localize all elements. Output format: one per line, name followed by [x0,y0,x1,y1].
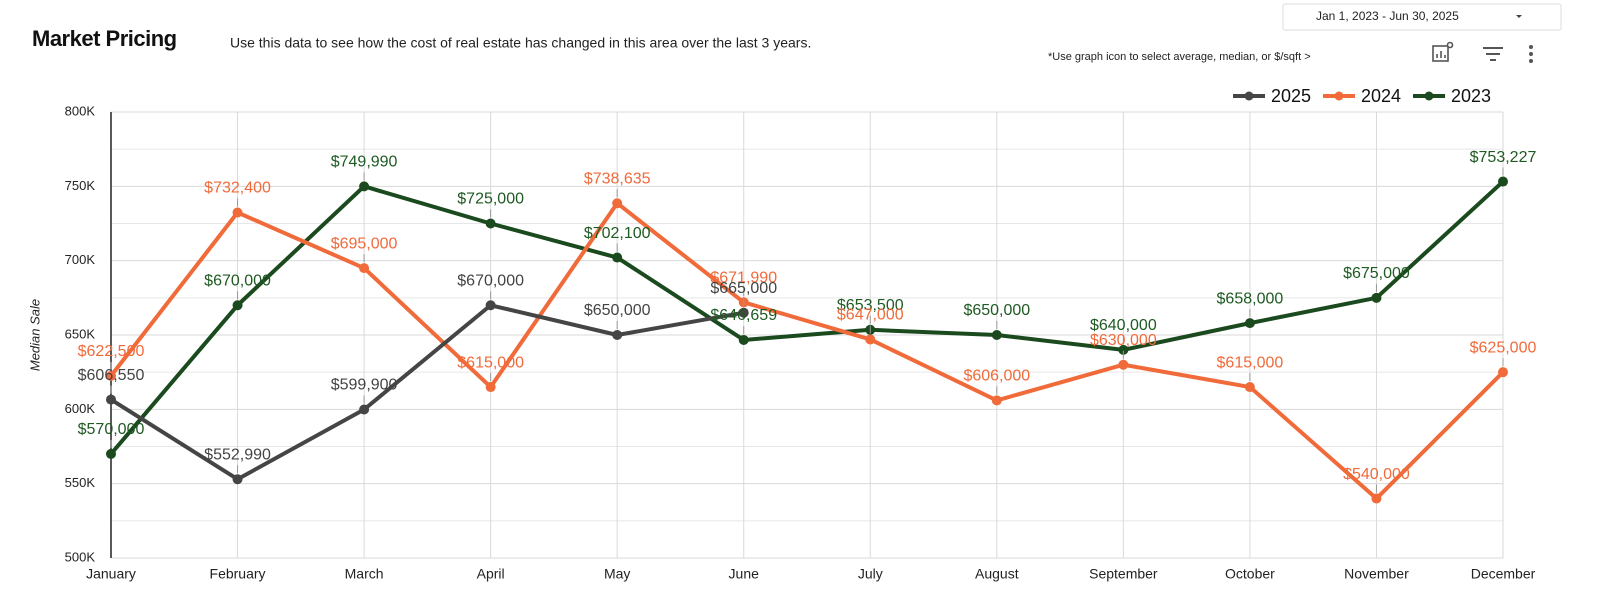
data-point [359,404,370,415]
chart-subtitle: Use this data to see how the cost of rea… [230,35,811,51]
data-point [612,252,623,263]
value-label: $650,000 [584,302,651,319]
y-tick-label: 800K [65,103,96,118]
value-label: $665,000 [710,280,777,297]
y-axis-label: Median Sale [27,299,42,371]
value-label: $670,000 [204,272,271,289]
data-point [359,181,370,192]
data-point [1118,359,1129,370]
legend-marker [1424,91,1434,101]
value-label: $670,000 [457,272,524,289]
chart-type-icon[interactable] [1432,41,1454,62]
value-label: $702,100 [584,225,651,242]
value-label: $675,000 [1343,265,1410,282]
series-line [109,201,1505,501]
value-label: $732,400 [204,180,271,197]
note: *Use graph icon to select average, media… [1048,51,1311,63]
value-label: $671,990 [710,270,777,287]
value-label: $606,000 [963,368,1030,385]
dropdown-arrow[interactable] [1516,15,1522,18]
x-tick-label: June [729,566,760,582]
value-label: $615,000 [457,354,524,371]
value-label: $625,000 [1470,339,1537,356]
date-range[interactable]: Jan 1, 2023 - Jun 30, 2025 [1316,9,1459,23]
x-tick-label: March [345,566,384,582]
data-point [1118,344,1129,355]
legend-label: 2024 [1361,86,1401,106]
data-point [485,382,496,393]
data-point [106,448,116,459]
y-tick-label: 550K [65,475,96,490]
value-label: $749,990 [331,154,398,171]
x-tick-label: July [858,566,883,582]
value-label: $646,659 [710,307,777,324]
value-label: $725,000 [457,191,524,208]
y-tick-label: 750K [65,178,96,193]
data-point [991,330,1002,340]
y-tick-label: 650K [65,326,96,341]
x-tick-label: October [1225,566,1275,582]
data-point [1498,367,1508,378]
data-point [1244,382,1255,393]
y-tick-label: 500K [65,549,96,564]
x-tick-label: December [1471,566,1536,582]
value-label: $647,000 [837,307,904,324]
data-point [485,218,496,229]
value-label: $599,900 [331,377,398,394]
more-icon[interactable] [1529,45,1533,63]
value-label: $653,500 [837,297,904,314]
value-label: $650,000 [963,302,1030,319]
data-point [232,474,243,485]
data-point [1244,318,1255,329]
data-point [1498,176,1508,187]
y-tick-label: 700K [65,252,96,267]
data-point [106,370,116,381]
value-label: $738,635 [584,170,651,187]
x-tick-label: May [604,566,630,582]
series-line [109,303,745,482]
legend-marker [1244,91,1254,101]
data-point [865,334,876,345]
data-point [738,334,749,345]
data-point [106,394,116,405]
data-point [485,300,496,311]
date-range-control[interactable] [1282,3,1562,31]
legend-label: 2023 [1451,86,1491,106]
data-point [612,330,623,340]
x-tick-label: September [1089,566,1158,582]
value-label: $630,000 [1090,332,1157,349]
y-tick-label: 600K [65,401,96,416]
chart-title: Market Pricing [32,26,177,51]
data-point [232,300,243,311]
value-label: $615,000 [1217,354,1284,371]
filter-icon[interactable] [1483,47,1503,61]
data-point [1371,493,1382,504]
value-label: $606,550 [78,367,145,384]
data-point [738,307,749,318]
x-tick-label: February [210,566,266,582]
data-point [359,263,370,274]
data-point [991,395,1002,406]
value-label: $552,990 [204,446,271,463]
data-point [232,207,243,218]
value-label: $622,500 [78,343,145,360]
value-label: $658,000 [1217,290,1284,307]
x-tick-label: November [1344,566,1409,582]
x-tick-label: August [975,566,1019,582]
value-label: $570,000 [78,421,145,438]
series-line [109,180,1505,456]
value-label: $753,227 [1470,149,1537,166]
x-tick-label: January [86,566,136,582]
data-point [612,198,623,209]
legend-marker [1334,91,1344,101]
value-label: $640,000 [1090,317,1157,334]
value-label: $540,000 [1343,466,1410,483]
legend-label: 2025 [1271,86,1311,106]
data-point [1371,292,1382,303]
x-tick-label: April [477,566,505,582]
value-label: $695,000 [331,235,398,252]
